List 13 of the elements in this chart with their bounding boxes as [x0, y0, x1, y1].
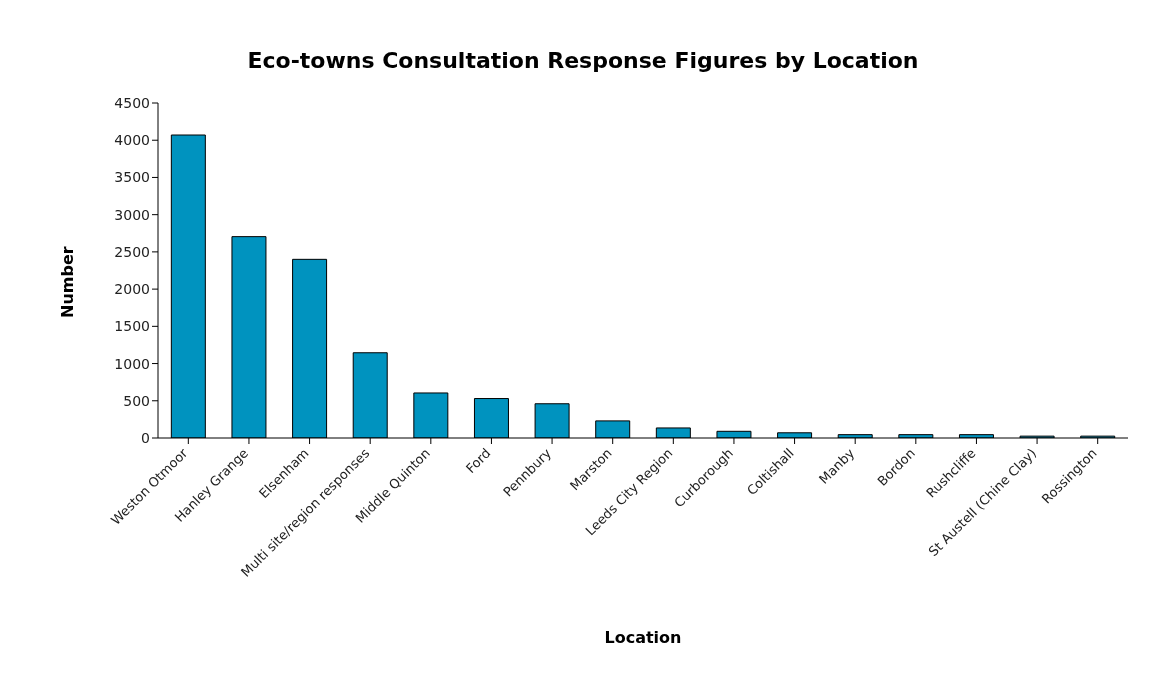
- y-tick-label: 4500: [114, 94, 150, 111]
- y-tick-label: 1500: [114, 318, 150, 335]
- y-tick-label: 3000: [114, 206, 150, 223]
- x-axis-title: Location: [603, 628, 683, 647]
- y-tick-label: 0: [141, 429, 150, 446]
- y-axis-title: Number: [58, 246, 77, 318]
- y-tick-label: 2500: [114, 243, 150, 260]
- y-tick-label: 1000: [114, 355, 150, 372]
- y-tick-label: 2000: [114, 281, 150, 298]
- y-tick-label: 500: [123, 392, 150, 409]
- y-tick-label: 3500: [114, 169, 150, 186]
- y-tick-label: 4000: [114, 132, 150, 149]
- chart-title: Eco-towns Consultation Response Figures by Location: [246, 48, 920, 73]
